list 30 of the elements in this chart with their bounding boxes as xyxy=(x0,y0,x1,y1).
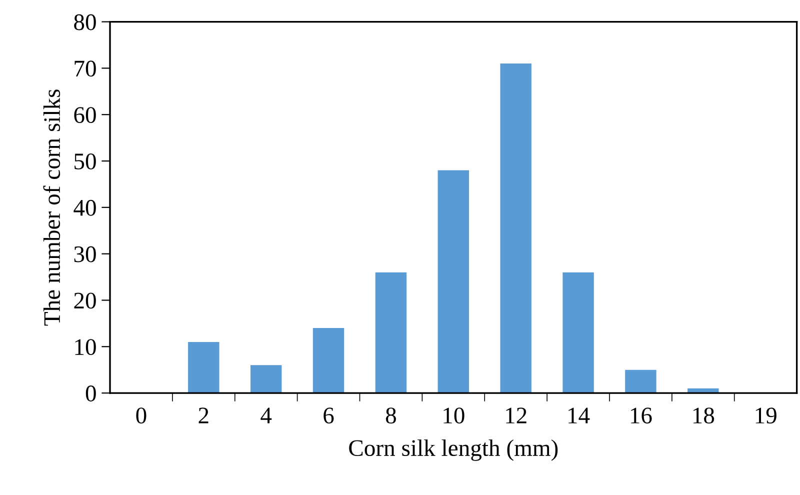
bar xyxy=(625,370,656,394)
y-tick-label: 50 xyxy=(74,153,96,170)
y-tick-label: 70 xyxy=(74,60,96,77)
y-tick-label: 40 xyxy=(74,200,96,216)
y-tick-label: 20 xyxy=(74,292,96,309)
x-tick-label: 12 xyxy=(506,408,526,424)
bar xyxy=(500,64,532,394)
y-tick-label: 60 xyxy=(74,107,96,124)
y-tick-label: 10 xyxy=(75,339,96,356)
x-tick-label: 10 xyxy=(444,408,464,424)
x-tick-label: 0 xyxy=(136,408,146,424)
bar xyxy=(438,170,470,394)
bar xyxy=(250,365,282,394)
bar xyxy=(188,342,220,394)
y-tick-label: 80 xyxy=(74,14,96,30)
x-tick-label: 19 xyxy=(756,408,776,424)
x-tick-label: 18 xyxy=(693,408,714,424)
bar xyxy=(562,272,594,394)
x-tick-label: 14 xyxy=(568,408,590,424)
x-tick-label: 2 xyxy=(198,408,208,424)
y-tick-label: 30 xyxy=(74,246,96,262)
y-tick-label: 0 xyxy=(86,386,96,402)
bar xyxy=(312,328,344,394)
y-axis-title: The number of corn silks xyxy=(43,90,60,326)
x-tick-label: 8 xyxy=(386,408,396,424)
x-tick-label: 6 xyxy=(324,408,334,424)
bar xyxy=(375,272,407,394)
x-axis-title: Corn silk length (mm) xyxy=(349,439,558,461)
x-tick-label: 16 xyxy=(630,408,652,424)
x-tick-label: 4 xyxy=(260,408,272,424)
